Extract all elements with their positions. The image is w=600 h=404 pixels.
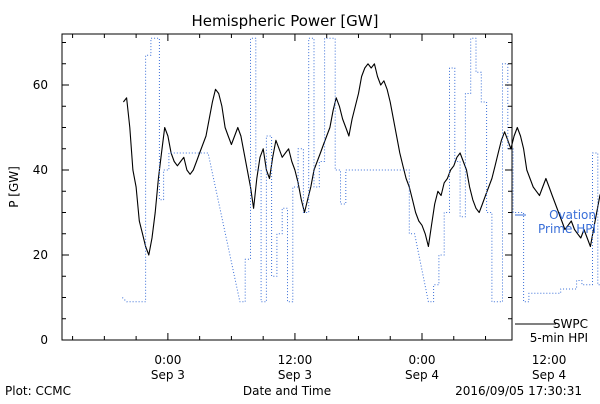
legend-label-swpc: SWPC: [553, 317, 588, 331]
chart-title: Hemispheric Power [GW]: [192, 12, 379, 30]
y-axis-label: P [GW]: [7, 166, 21, 208]
plot-timestamp: 2016/09/05 17:30:31: [455, 384, 582, 398]
x-tick-label-time: 12:00: [532, 353, 567, 367]
plot-frame: [61, 33, 513, 341]
y-tick-label: 40: [33, 163, 48, 177]
series-line-swpc: [122, 63, 600, 256]
legend-label-ovation-2: Prime HPI: [538, 222, 596, 236]
y-tick-label: 0: [40, 333, 48, 347]
y-tick-label: 60: [33, 78, 48, 92]
plot-source-label: Plot: CCMC: [5, 384, 71, 398]
legend-label-swpc-2: 5-min HPI: [530, 331, 588, 345]
y-tick-label: 20: [33, 248, 48, 262]
series-line-ovation-prime: [122, 37, 600, 303]
x-tick-label-time: 12:00: [278, 353, 313, 367]
x-tick-label-day: Sep 4: [532, 368, 566, 382]
x-tick-label-day: Sep 3: [151, 368, 185, 382]
x-tick-label-day: Sep 3: [278, 368, 312, 382]
x-axis-label: Date and Time: [243, 384, 331, 398]
x-tick-label-time: 0:00: [409, 353, 436, 367]
legend-label-ovation: Ovation: [549, 208, 596, 222]
x-tick-label-day: Sep 4: [405, 368, 439, 382]
x-tick-label-time: 0:00: [154, 353, 181, 367]
